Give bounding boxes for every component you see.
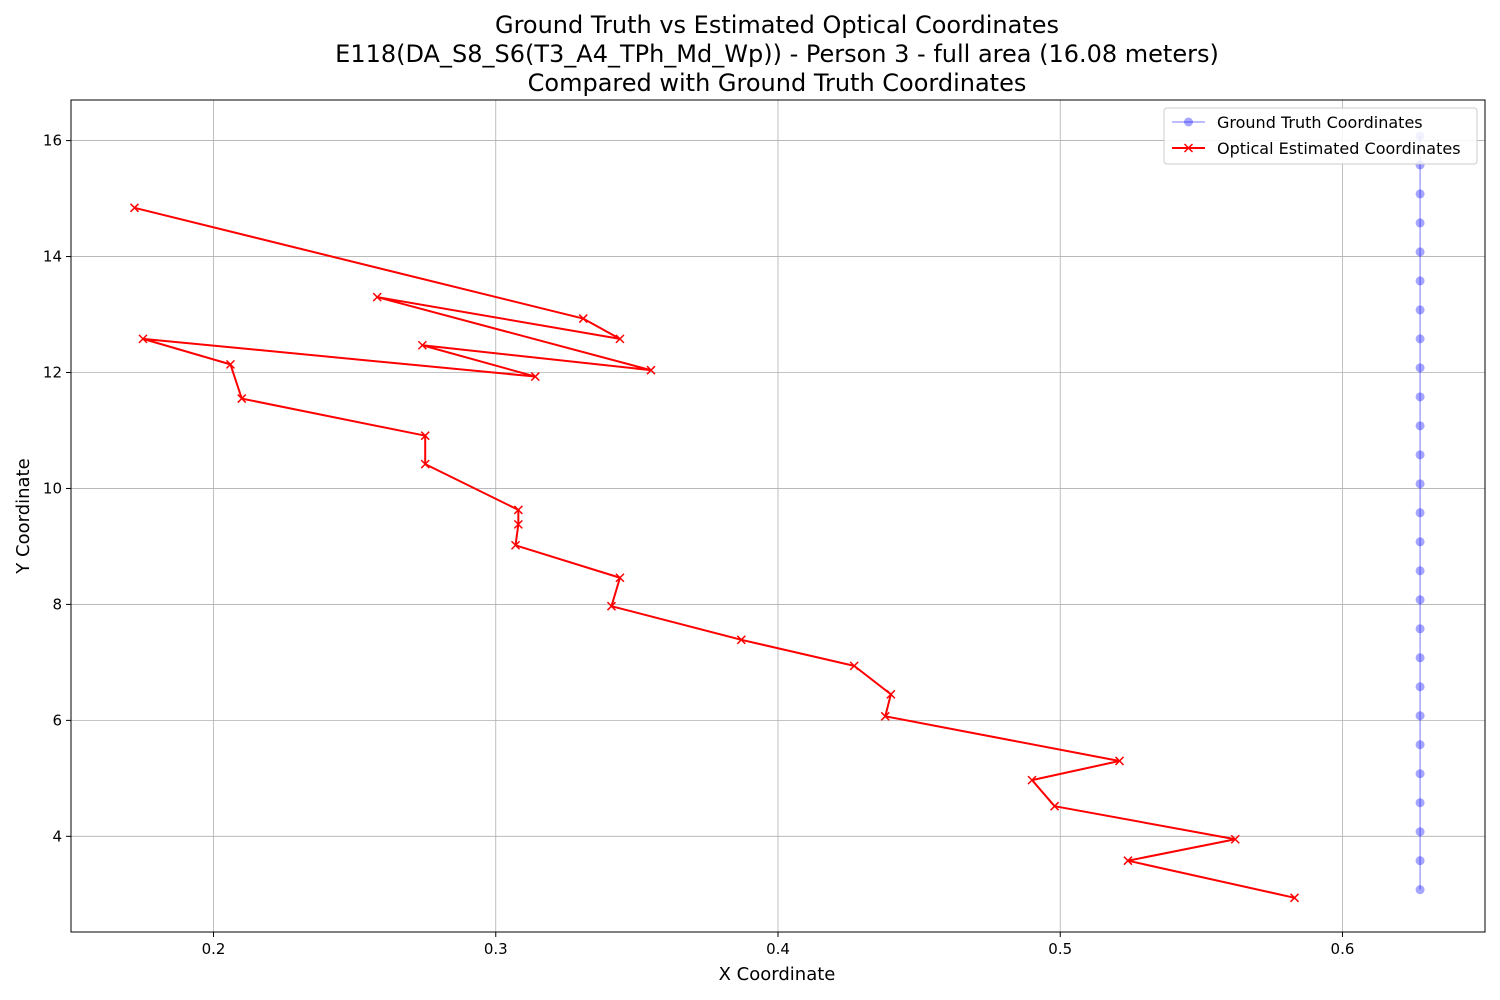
- data-point: [1415, 508, 1425, 518]
- data-point: [1415, 856, 1425, 866]
- data-point: [1415, 421, 1425, 431]
- y-tick-label: 4: [52, 827, 62, 845]
- data-point: [1415, 450, 1425, 460]
- x-tick-label: 0.3: [484, 940, 508, 958]
- data-point: [615, 334, 625, 344]
- data-point: [736, 635, 746, 645]
- data-point: [1415, 479, 1425, 489]
- data-point: [1289, 893, 1300, 903]
- data-point: [1415, 218, 1425, 228]
- data-point: [886, 689, 896, 699]
- chart-title-line-3: Compared with Ground Truth Coordinates: [528, 69, 1027, 97]
- data-point: [1050, 801, 1060, 811]
- chart-title-line-1: Ground Truth vs Estimated Optical Coordi…: [495, 11, 1059, 39]
- data-point: [372, 292, 382, 302]
- data-point: [1415, 624, 1425, 634]
- data-point: [1415, 566, 1425, 576]
- data-point: [1123, 856, 1133, 866]
- data-point: [1027, 775, 1037, 785]
- x-tick-label: 0.6: [1331, 940, 1355, 958]
- legend-label-ground-truth: Ground Truth Coordinates: [1217, 113, 1423, 132]
- y-tick-label: 10: [43, 479, 62, 497]
- legend: Ground Truth Coordinates Optical Estimat…: [1163, 107, 1478, 165]
- data-point: [1415, 711, 1425, 721]
- data-point: [880, 711, 890, 721]
- data-point: [513, 505, 523, 515]
- y-tick-label: 16: [43, 132, 62, 150]
- legend-box: [1163, 107, 1478, 165]
- x-tick-label: 0.5: [1048, 940, 1072, 958]
- data-point: [1415, 334, 1425, 344]
- data-point: [530, 372, 540, 382]
- data-point: [615, 573, 625, 583]
- data-point: [849, 661, 859, 671]
- data-point: [513, 519, 523, 529]
- series-optical-estimated: [129, 203, 1300, 903]
- legend-marker-ground-truth: [1184, 117, 1193, 127]
- data-point: [417, 340, 427, 350]
- y-tick-label: 6: [52, 711, 62, 729]
- data-point: [1114, 756, 1125, 766]
- x-tick-label: 0.2: [202, 940, 226, 958]
- data-point: [510, 540, 521, 550]
- x-axis-label: X Coordinate: [719, 964, 836, 985]
- chart-title-line-2: E118(DA_S8_S6(T3_A4_TPh_Md_Wp)) - Person…: [335, 40, 1219, 68]
- grid: [71, 100, 1485, 932]
- y-tick-label: 12: [43, 364, 62, 382]
- data-point: [578, 314, 588, 324]
- data-point: [1415, 827, 1425, 837]
- data-point: [1230, 834, 1240, 844]
- data-point: [1415, 595, 1425, 605]
- data-point: [420, 459, 430, 469]
- data-point: [1415, 798, 1425, 808]
- data-point: [1415, 653, 1425, 663]
- legend-label-optical-estimated: Optical Estimated Coordinates: [1217, 139, 1461, 158]
- data-point: [1415, 537, 1425, 547]
- y-tick-label: 14: [43, 248, 62, 266]
- data-point: [1415, 682, 1425, 692]
- data-point: [646, 365, 656, 375]
- y-axis-label: Y Coordinate: [13, 458, 34, 574]
- data-point: [1415, 392, 1425, 402]
- data-point: [138, 334, 148, 344]
- data-point: [1415, 740, 1425, 750]
- legend-marker-optical-estimated: [1183, 143, 1194, 153]
- data-point: [606, 601, 617, 611]
- x-ticks: 0.2 0.3 0.4 0.5 0.6: [202, 932, 1355, 958]
- data-point: [1415, 769, 1425, 779]
- data-point: [1415, 189, 1425, 199]
- data-point: [420, 431, 430, 441]
- data-point: [1415, 363, 1425, 373]
- data-point: [1415, 247, 1425, 257]
- data-point: [237, 394, 247, 404]
- y-tick-label: 8: [52, 595, 62, 613]
- data-point: [1415, 305, 1425, 315]
- data-point: [129, 203, 140, 213]
- data-point: [1415, 885, 1425, 895]
- x-tick-label: 0.4: [766, 940, 790, 958]
- data-point: [1415, 276, 1425, 286]
- data-point: [225, 359, 235, 369]
- y-ticks: 4 6 8 10 12 14 16: [43, 132, 71, 845]
